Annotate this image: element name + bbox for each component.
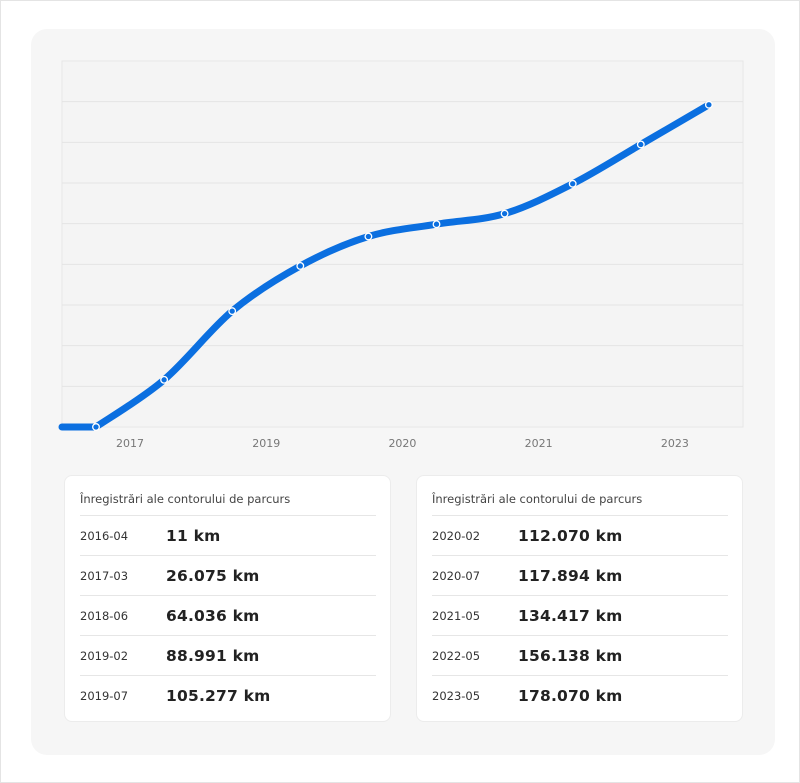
data-point: [364, 232, 373, 241]
x-tick-label: 2023: [661, 437, 689, 450]
data-point: [568, 179, 577, 188]
table-row: 2018-06 64.036 km: [80, 595, 376, 635]
table-row: 2019-07 105.277 km: [80, 675, 376, 715]
row-date: 2023-05: [432, 688, 481, 703]
table-row: 2023-05 178.070 km: [432, 675, 728, 715]
x-tick-label: 2017: [116, 437, 144, 450]
table-row: 2020-07 117.894 km: [432, 555, 728, 595]
x-tick-label: 2020: [388, 437, 416, 450]
table-title: Înregistrări ale contorului de parcurs: [432, 492, 643, 506]
data-point: [500, 209, 509, 218]
odometer-line-chart: 2017 2019 2020 2021 2023: [58, 60, 744, 450]
row-value: 134.417 km: [518, 606, 623, 625]
table-row: 2022-05 156.138 km: [432, 635, 728, 675]
row-value: 117.894 km: [518, 566, 623, 585]
row-value: 11 km: [166, 526, 221, 545]
row-value: 178.070 km: [518, 686, 623, 705]
x-tick-label: 2021: [525, 437, 553, 450]
row-value: 26.075 km: [166, 566, 260, 585]
odometer-series-line: [58, 101, 713, 431]
row-date: 2020-07: [432, 568, 481, 583]
row-value: 88.991 km: [166, 646, 260, 665]
row-date: 2018-06: [80, 608, 129, 623]
row-date: 2019-07: [80, 688, 129, 703]
table-title: Înregistrări ale contorului de parcurs: [80, 492, 291, 506]
table-row: 2016-04 11 km: [80, 515, 376, 555]
table-row: 2020-02 112.070 km: [432, 515, 728, 555]
row-value: 105.277 km: [166, 686, 271, 705]
odometer-table-2: Înregistrări ale contorului de parcurs 2…: [416, 475, 743, 722]
chart-grid: [61, 60, 744, 428]
data-point: [636, 140, 645, 149]
row-date: 2019-02: [80, 648, 129, 663]
row-value: 64.036 km: [166, 606, 260, 625]
data-point: [160, 375, 169, 384]
plot-area: [61, 60, 744, 428]
x-axis-ticks: 2017 2019 2020 2021 2023: [116, 437, 689, 450]
row-value: 112.070 km: [518, 526, 623, 545]
table-row: 2019-02 88.991 km: [80, 635, 376, 675]
data-point: [704, 100, 713, 109]
table-row: 2021-05 134.417 km: [432, 595, 728, 635]
x-tick-label: 2019: [252, 437, 280, 450]
data-points: [92, 100, 713, 431]
data-point: [92, 423, 100, 431]
row-date: 2017-03: [80, 568, 129, 583]
row-date: 2021-05: [432, 608, 481, 623]
data-point: [296, 262, 305, 270]
row-value: 156.138 km: [518, 646, 623, 665]
odometer-table-1: Înregistrări ale contorului de parcurs 2…: [64, 475, 391, 722]
row-date: 2022-05: [432, 648, 481, 663]
table-row: 2017-03 26.075 km: [80, 555, 376, 595]
data-point: [432, 220, 441, 229]
data-point: [228, 307, 237, 316]
row-date: 2020-02: [432, 528, 481, 543]
row-date: 2016-04: [80, 528, 129, 543]
